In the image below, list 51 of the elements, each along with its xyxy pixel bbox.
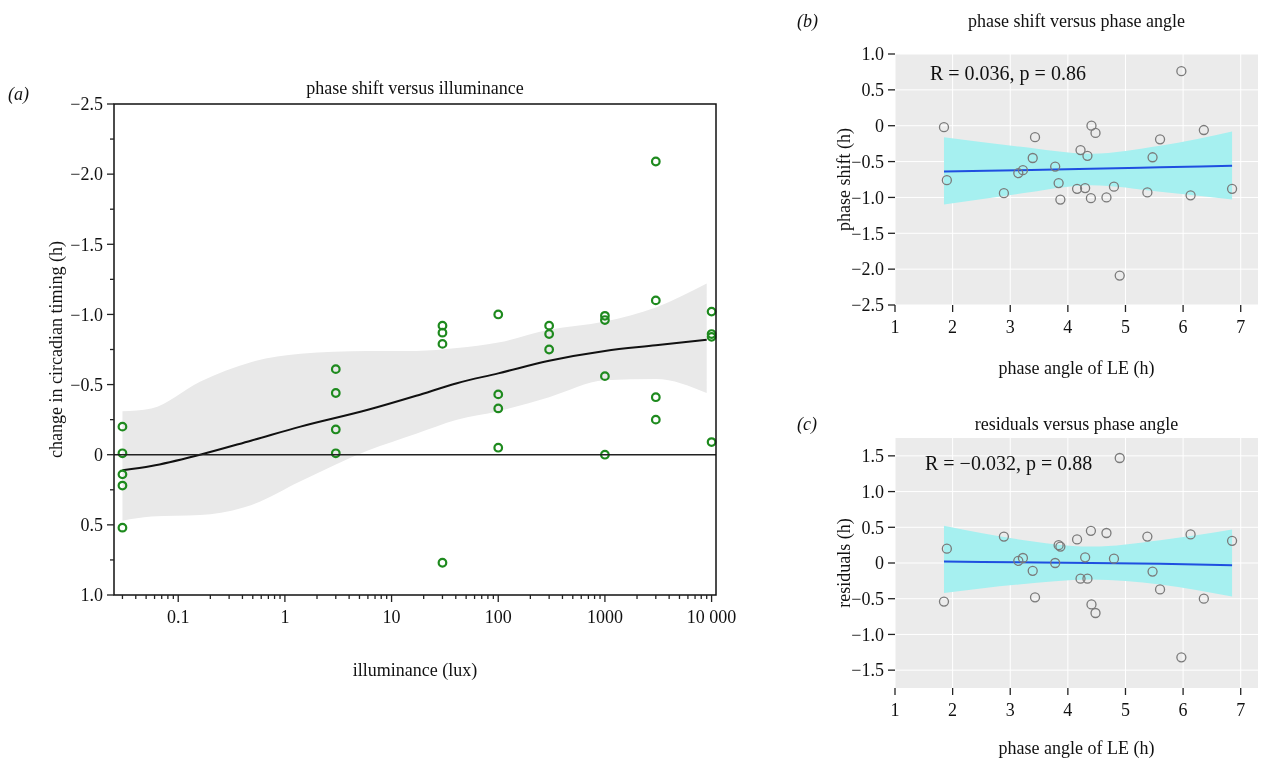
y-tick-label: 0.5 <box>861 517 884 538</box>
x-axis-title: phase angle of LE (h) <box>998 738 1155 759</box>
x-tick-label: 5 <box>1120 317 1130 337</box>
chart-title: phase shift versus illuminance <box>306 78 524 98</box>
x-tick-label: 100 <box>484 607 512 627</box>
x-tick-label: 1 <box>890 700 900 720</box>
y-tick-label: 0 <box>94 445 103 466</box>
x-tick-label: 7 <box>1236 700 1246 720</box>
y-tick-label: 0 <box>875 553 884 574</box>
x-tick-label: 1000 <box>586 607 623 627</box>
annotation: R = 0.036, p = 0.86 <box>930 62 1086 85</box>
chart-title: phase shift versus phase angle <box>968 11 1185 31</box>
y-tick-label: −2.5 <box>851 295 884 316</box>
y-tick-label: 0 <box>875 116 884 137</box>
y-tick-label: −0.5 <box>70 374 103 395</box>
y-axis-title: change in circadian timing (h) <box>46 241 67 458</box>
x-tick-label: 3 <box>1005 317 1015 337</box>
y-tick-label: 1.5 <box>861 446 884 467</box>
x-tick-label: 1 <box>890 317 900 337</box>
y-tick-label: −2.0 <box>851 259 884 280</box>
annotation: R = −0.032, p = 0.88 <box>925 452 1093 475</box>
chart-title: residuals versus phase angle <box>974 414 1179 434</box>
y-tick-label: −1.0 <box>851 624 884 645</box>
x-tick-label: 6 <box>1178 317 1188 337</box>
y-tick-label: 1.0 <box>861 481 884 502</box>
y-tick-label: 0.5 <box>80 515 103 536</box>
x-tick-label: 2 <box>948 700 958 720</box>
x-tick-label: 4 <box>1063 700 1073 720</box>
x-tick-label: 4 <box>1063 317 1073 337</box>
text: (a) <box>8 84 29 105</box>
x-tick-label: 10 000 <box>686 607 737 627</box>
y-tick-label: −2.0 <box>70 164 103 185</box>
text: (b) <box>797 11 818 32</box>
y-tick-label: 1.0 <box>861 44 884 65</box>
x-axis-title: phase angle of LE (h) <box>998 358 1155 379</box>
x-axis-title: illuminance (lux) <box>352 660 478 681</box>
y-tick-label: −1.5 <box>70 234 103 255</box>
y-tick-label: 1.0 <box>80 585 103 606</box>
x-tick-label: 10 <box>382 607 401 627</box>
x-tick-label: 0.1 <box>166 607 190 627</box>
x-tick-label: 7 <box>1236 317 1246 337</box>
text: (c) <box>797 414 817 435</box>
y-tick-label: −1.5 <box>851 660 884 681</box>
y-tick-label: −2.5 <box>70 94 103 115</box>
y-tick-label: 0.5 <box>861 80 884 101</box>
x-tick-label: 3 <box>1005 700 1015 720</box>
x-tick-label: 5 <box>1120 700 1130 720</box>
x-tick-label: 6 <box>1178 700 1188 720</box>
y-tick-label: −1.0 <box>70 304 103 325</box>
x-tick-label: 2 <box>948 317 958 337</box>
x-tick-label: 1 <box>280 607 290 627</box>
